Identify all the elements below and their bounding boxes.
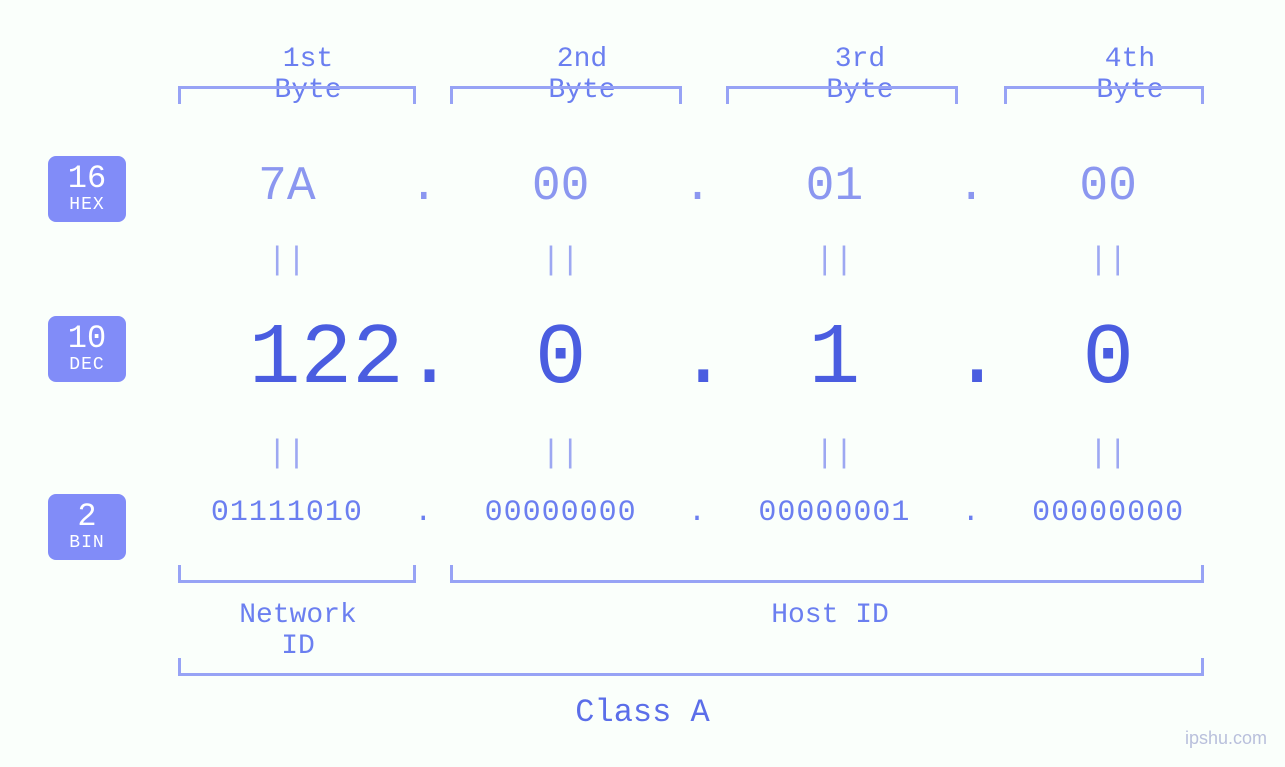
network-id-label: Network ID — [218, 600, 378, 662]
ip-diagram: 1st Byte 2nd Byte 3rd Byte 4th Byte 16 H… — [0, 0, 1285, 767]
watermark: ipshu.com — [1185, 728, 1267, 749]
hex-badge-label: HEX — [48, 196, 126, 215]
hex-sep-2: . — [678, 160, 718, 214]
dec-value-3: 1 — [718, 310, 952, 408]
equals-4: || — [991, 242, 1225, 279]
bin-badge-label: BIN — [48, 534, 126, 553]
network-id-bracket — [178, 565, 416, 583]
hex-row: 7A . 00 . 01 . 00 — [170, 160, 1225, 214]
bin-row: 01111010 . 00000000 . 00000001 . 0000000… — [170, 496, 1225, 530]
equals-5: || — [170, 435, 404, 472]
equals-7: || — [718, 435, 952, 472]
bin-value-2: 00000000 — [444, 496, 678, 530]
dec-sep-1: . — [404, 310, 444, 408]
hex-sep-1: . — [404, 160, 444, 214]
bin-badge-num: 2 — [48, 500, 126, 534]
bin-sep-3: . — [951, 496, 991, 530]
bin-sep-2: . — [678, 496, 718, 530]
hex-badge: 16 HEX — [48, 156, 126, 222]
equals-1: || — [170, 242, 404, 279]
dec-row: 122 . 0 . 1 . 0 — [170, 310, 1225, 408]
hex-value-2: 00 — [444, 160, 678, 214]
dec-value-2: 0 — [444, 310, 678, 408]
hex-sep-3: . — [951, 160, 991, 214]
bin-value-3: 00000001 — [718, 496, 952, 530]
bin-badge: 2 BIN — [48, 494, 126, 560]
dec-sep-3: . — [951, 310, 991, 408]
host-id-bracket — [450, 565, 1204, 583]
hex-value-3: 01 — [718, 160, 952, 214]
byte-bracket-4 — [1004, 86, 1204, 104]
hex-value-4: 00 — [991, 160, 1225, 214]
equals-3: || — [718, 242, 952, 279]
class-label: Class A — [0, 694, 1285, 731]
dec-badge-label: DEC — [48, 356, 126, 375]
dec-value-1: 122 — [170, 310, 404, 408]
dec-badge-num: 10 — [48, 322, 126, 356]
equals-row-bottom: || || || || — [170, 435, 1225, 472]
byte-bracket-2 — [450, 86, 682, 104]
byte-bracket-3 — [726, 86, 958, 104]
bin-sep-1: . — [404, 496, 444, 530]
equals-2: || — [444, 242, 678, 279]
host-id-label: Host ID — [740, 600, 920, 631]
bin-value-4: 00000000 — [991, 496, 1225, 530]
bin-value-1: 01111010 — [170, 496, 404, 530]
equals-row-top: || || || || — [170, 242, 1225, 279]
class-bracket — [178, 658, 1204, 676]
dec-sep-2: . — [678, 310, 718, 408]
equals-6: || — [444, 435, 678, 472]
hex-value-1: 7A — [170, 160, 404, 214]
hex-badge-num: 16 — [48, 162, 126, 196]
dec-badge: 10 DEC — [48, 316, 126, 382]
dec-value-4: 0 — [991, 310, 1225, 408]
equals-8: || — [991, 435, 1225, 472]
byte-bracket-1 — [178, 86, 416, 104]
